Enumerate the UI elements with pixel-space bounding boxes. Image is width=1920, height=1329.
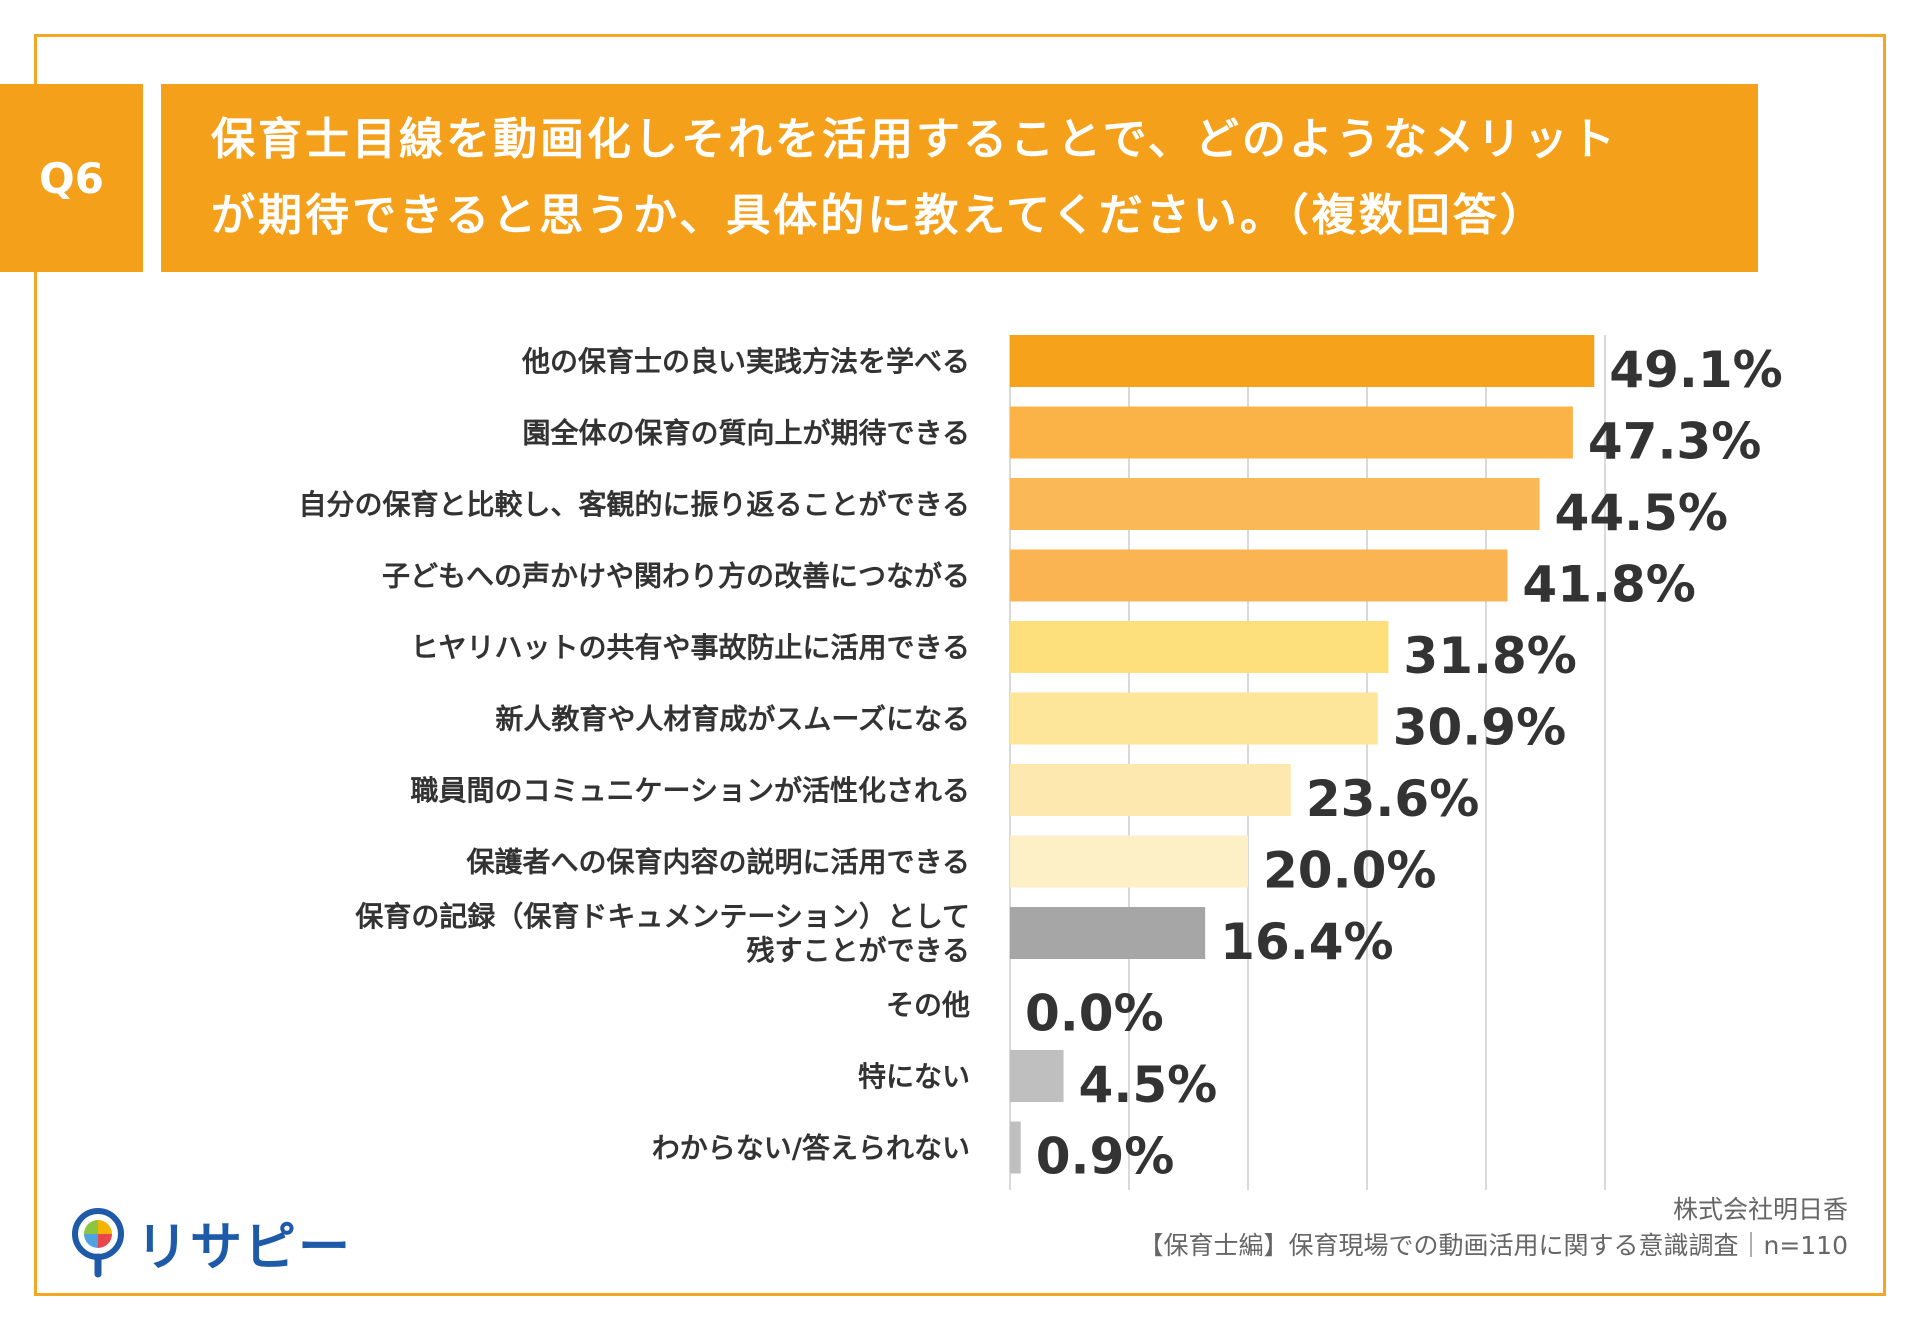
category-label: 保育の記録（保育ドキュメンテーション）として残すことができる: [355, 900, 970, 967]
category-label: 保護者への保育内容の説明に活用できる: [467, 846, 970, 879]
category-label: わからない/答えられない: [652, 1132, 970, 1165]
source-note: 株式会社明日香 【保育士編】保育現場での動画活用に関する意識調査｜n=110: [1138, 1192, 1848, 1264]
bar: [1010, 478, 1540, 530]
category-label: 園全体の保育の質向上が期待できる: [523, 417, 970, 450]
value-label: 23.6%: [1306, 770, 1479, 828]
bar: [1010, 406, 1573, 459]
bar: [1010, 1121, 1021, 1174]
category-label: 子どもへの声かけや関わり方の改善につながる: [382, 560, 970, 593]
value-label: 30.9%: [1393, 699, 1566, 757]
question-title-box: 保育士目線を動画化しそれを活用することで、どのようなメリット が期待できると思う…: [161, 84, 1758, 272]
bar: [1010, 907, 1206, 959]
value-label: 20.0%: [1263, 842, 1436, 900]
value-label: 0.9%: [1036, 1128, 1175, 1186]
value-label: 41.8%: [1522, 556, 1695, 614]
value-label: 44.5%: [1555, 484, 1728, 542]
category-label: ヒヤリハットの共有や事故防止に活用できる: [411, 631, 970, 664]
question-title-line2: が期待できると思うか、具体的に教えてください。（複数回答）: [211, 190, 1547, 241]
value-label: 16.4%: [1220, 913, 1393, 971]
risapi-logo: リサピー: [70, 1205, 352, 1280]
frame-border: [34, 34, 1886, 1296]
category-label: 自分の保育と比較し、客観的に振り返ることができる: [299, 488, 970, 521]
category-label: その他: [886, 989, 970, 1022]
bar: [1010, 764, 1291, 816]
bar: [1010, 549, 1508, 602]
value-label: 49.1%: [1609, 341, 1782, 399]
bar: [1010, 835, 1248, 888]
question-title-line1: 保育士目線を動画化しそれを活用することで、どのようなメリット: [211, 114, 1618, 165]
category-label: 他の保育士の良い実践方法を学べる: [521, 345, 970, 378]
value-label: 31.8%: [1403, 627, 1576, 685]
category-label: 新人教育や人材育成がスムーズになる: [495, 703, 970, 736]
value-label: 0.0%: [1025, 985, 1164, 1043]
logo-text: リサピー: [136, 1218, 353, 1278]
pin-icon: [72, 1207, 124, 1277]
category-label: 特にない: [858, 1060, 970, 1093]
value-label: 47.3%: [1588, 413, 1761, 471]
bar: [1010, 621, 1389, 673]
source-company: 株式会社明日香: [1672, 1195, 1848, 1224]
source-survey: 【保育士編】保育現場での動画活用に関する意識調査｜n=110: [1138, 1231, 1848, 1260]
value-label: 4.5%: [1079, 1056, 1218, 1114]
bar: [1010, 1050, 1064, 1102]
bar: [1010, 692, 1378, 745]
question-number-badge: Q6: [0, 84, 143, 272]
bar: [1010, 335, 1595, 387]
question-number: Q6: [39, 153, 104, 203]
category-label: 職員間のコミュニケーションが活性化される: [411, 774, 970, 807]
